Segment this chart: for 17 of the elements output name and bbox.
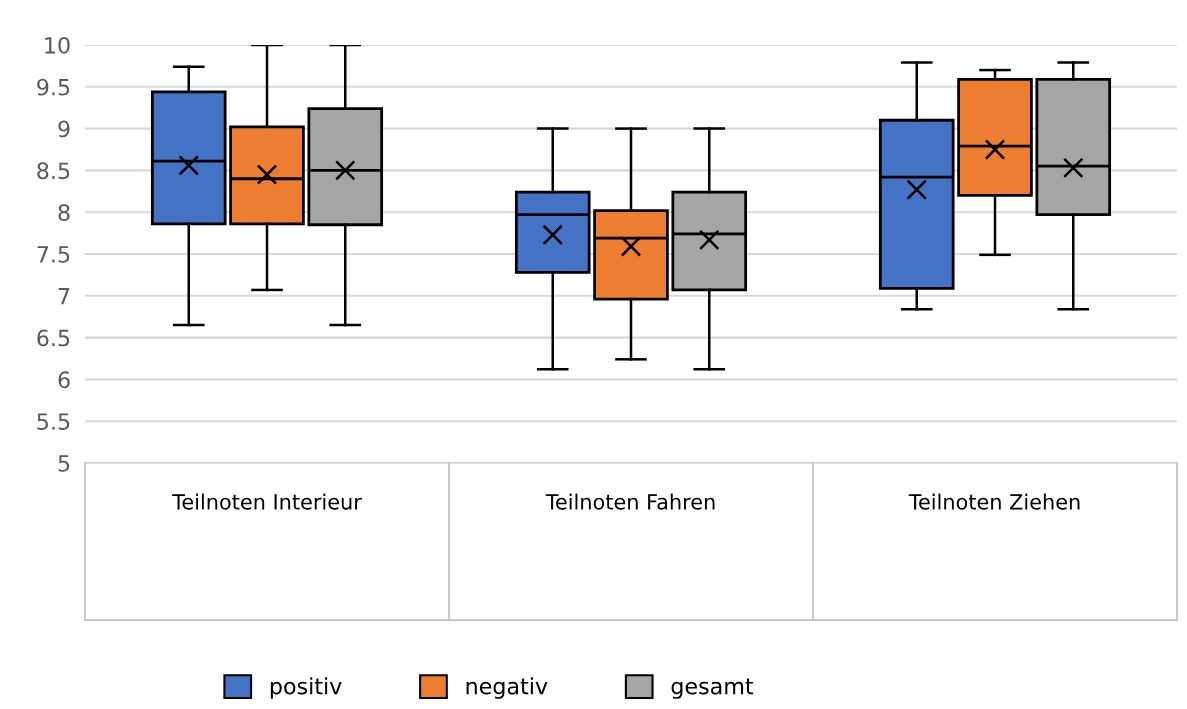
y-tick-label: 5 xyxy=(58,455,70,472)
x-tick-label: Teilnoten Interieur xyxy=(172,493,362,510)
y-tick-label: 6.5 xyxy=(37,329,70,347)
y-tick-label: 6 xyxy=(58,371,70,389)
legend-label: gesamt xyxy=(671,678,754,699)
y-tick-label: 7.5 xyxy=(37,246,70,263)
y-tick-label: 10 xyxy=(45,36,70,54)
y-tick-label: 5.5 xyxy=(37,413,70,430)
y-tick-label: 8.5 xyxy=(37,162,70,180)
y-tick-label: 8 xyxy=(58,204,70,221)
y-tick-label: 9.5 xyxy=(37,78,70,96)
x-tick-label: Teilnoten Ziehen xyxy=(908,493,1080,510)
y-tick-label: 9 xyxy=(58,120,70,138)
y-tick-label: 7 xyxy=(58,288,70,305)
x-tick-label: Teilnoten Fahren xyxy=(545,493,715,510)
legend-label: positiv xyxy=(270,677,342,699)
legend-label: negativ xyxy=(466,677,548,699)
